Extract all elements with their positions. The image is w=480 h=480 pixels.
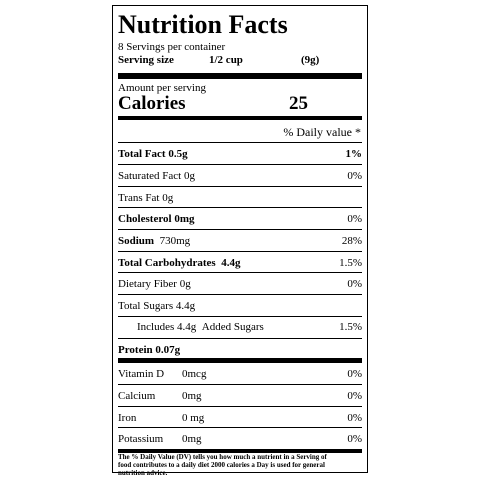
divider bbox=[118, 358, 362, 363]
nutrient-name: Sodium bbox=[118, 234, 155, 247]
nutrient-dv: 1% bbox=[345, 147, 363, 160]
vitamin-name: Potassium bbox=[118, 432, 164, 445]
vitamin-dv: 0% bbox=[347, 432, 362, 445]
nutrient-name: Cholesterol bbox=[118, 212, 172, 225]
vitamin-row: Iron 0 mg 0% bbox=[118, 406, 362, 428]
nutrient-name: Protein bbox=[118, 343, 153, 356]
vitamin-row: Calcium 0mg 0% bbox=[118, 384, 362, 406]
vitamin-amount: 0mg bbox=[182, 389, 202, 402]
nutrient-amount: 0g bbox=[162, 191, 174, 204]
nutrient-name: Total Carbohydrates bbox=[118, 256, 216, 269]
nutrient-amount: 0g bbox=[183, 169, 195, 182]
nutrient-row: Cholesterol 0mg 0% bbox=[118, 207, 362, 229]
title: Nutrition Facts bbox=[118, 10, 288, 39]
footnote: The % Daily Value (DV) tells you how muc… bbox=[118, 453, 327, 477]
serving-size-label: Serving size bbox=[118, 54, 174, 66]
nutrient-dv: 0% bbox=[347, 212, 362, 225]
vitamin-amount: 0mcg bbox=[182, 367, 207, 380]
nutrient-amount: Added Sugars bbox=[201, 321, 264, 333]
nutrient-dv: 1.5% bbox=[339, 321, 362, 333]
vitamin-dv: 0% bbox=[347, 411, 362, 424]
vitamin-name: Calcium bbox=[118, 389, 156, 402]
nutrient-name: Total Fact bbox=[118, 147, 166, 160]
divider bbox=[118, 116, 362, 120]
nutrient-dv: 1.5% bbox=[339, 256, 362, 269]
nutrient-name: Includes 4.4g bbox=[137, 321, 197, 333]
nutrient-name: Saturated Fact bbox=[118, 169, 182, 182]
amount-label: Amount per serving bbox=[118, 82, 206, 94]
nutrient-dv: 28% bbox=[341, 234, 362, 247]
nutrient-row: Total Sugars 4.4g bbox=[118, 294, 362, 316]
nutrient-amount: 0g bbox=[179, 277, 191, 290]
nutrient-name: Dietary Fiber bbox=[118, 277, 177, 290]
nutrient-amount: 0.5g bbox=[168, 147, 188, 160]
nutrient-row: Protein 0.07g bbox=[118, 338, 362, 360]
vitamin-row: Vitamin D 0mcg 0% bbox=[118, 363, 362, 384]
vitamin-name: Vitamin D bbox=[118, 367, 165, 380]
nutrient-dv: 0% bbox=[347, 277, 362, 290]
nutrient-row: Total Fact 0.5g 1% bbox=[118, 142, 362, 164]
vitamin-dv: 0% bbox=[347, 389, 362, 402]
nutrient-row: Total Carbohydrates 4.4g 1.5% bbox=[118, 251, 362, 273]
nutrient-name: Total Sugars bbox=[118, 299, 174, 312]
serving-weight: (9g) bbox=[301, 54, 320, 66]
nutrient-amount: 4.4g bbox=[221, 256, 241, 269]
nutrient-row: Sodium 730mg 28% bbox=[118, 229, 362, 251]
nutrient-row: Dietary Fiber 0g 0% bbox=[118, 272, 362, 294]
vitamin-row: Potassium 0mg 0% bbox=[118, 427, 362, 449]
divider bbox=[118, 449, 362, 453]
nutrient-amount: 0mg bbox=[174, 212, 195, 225]
nutrient-row: Trans Fat 0g bbox=[118, 186, 362, 208]
daily-value-header: % Daily value * bbox=[283, 125, 361, 139]
nutrient-amount: 730mg bbox=[159, 234, 191, 247]
vitamin-amount: 0 mg bbox=[182, 411, 205, 424]
nutrient-dv: 0% bbox=[347, 169, 362, 182]
serving-size: 1/2 cup bbox=[209, 54, 243, 66]
calories-value: 25 bbox=[289, 93, 308, 114]
nutrient-amount: 4.4g bbox=[175, 299, 196, 312]
nutrient-name: Trans Fat bbox=[118, 191, 160, 204]
vitamin-amount: 0mg bbox=[182, 432, 202, 445]
nutrient-row: Includes 4.4g Added Sugars 1.5% bbox=[118, 316, 362, 337]
nutrition-label: Nutrition Facts 8 Servings per container… bbox=[112, 5, 368, 477]
divider bbox=[118, 73, 362, 79]
calories-label: Calories bbox=[118, 93, 186, 114]
servings: 8 Servings per container bbox=[118, 41, 226, 53]
nutrient-row: Saturated Fact 0g 0% bbox=[118, 164, 362, 186]
vitamin-name: Iron bbox=[118, 411, 137, 424]
nutrient-amount: 0.07g bbox=[155, 343, 181, 356]
vitamin-dv: 0% bbox=[347, 367, 362, 380]
